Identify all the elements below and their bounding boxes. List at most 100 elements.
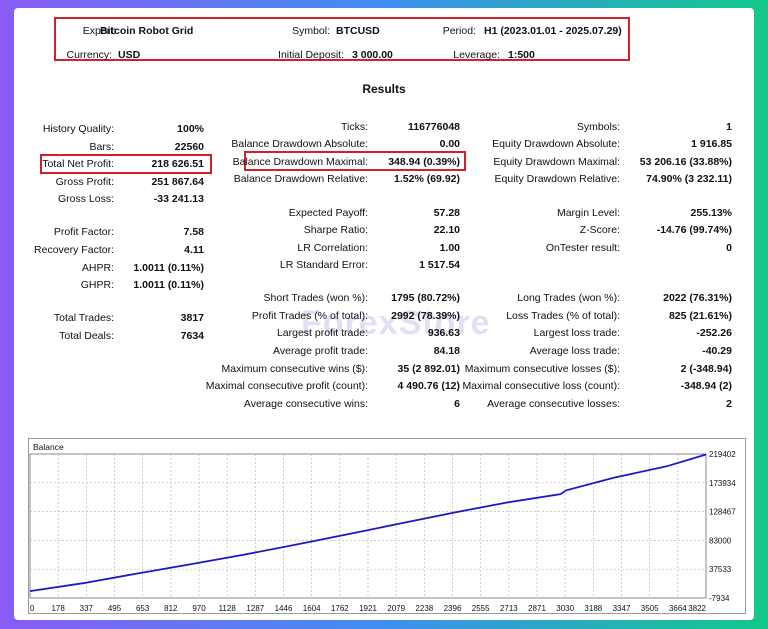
x-tick-label: 812: [164, 604, 178, 613]
stat-label: Bars:: [89, 141, 114, 153]
stat-label: Margin Level:: [556, 207, 620, 219]
x-tick-label: 2555: [472, 604, 490, 613]
stat-label: Maximal consecutive profit (count):: [205, 380, 368, 392]
stat-value: 22.10: [433, 224, 460, 236]
stat-label: AHPR:: [81, 262, 114, 274]
results-title: Results: [362, 82, 406, 96]
stat-value: 2 (-348.94): [680, 363, 732, 375]
x-tick-label: 970: [192, 604, 206, 613]
stat-value: 2992 (78.39%): [391, 310, 460, 322]
symbol-label: Symbol:: [292, 25, 330, 37]
stat-label: Average loss trade:: [529, 345, 620, 357]
period-label: Period:: [442, 25, 476, 37]
y-tick-label: 83000: [709, 536, 732, 545]
stat-value: 0: [726, 242, 732, 254]
y-tick-label: 128467: [709, 508, 736, 517]
stat-value: 251 867.64: [151, 176, 204, 188]
stat-label: Largest profit trade:: [276, 327, 368, 339]
stat-label: Balance Drawdown Relative:: [233, 173, 368, 185]
stat-value: 218 626.51: [151, 158, 204, 170]
x-tick-label: 3188: [584, 604, 602, 613]
x-tick-label: 2871: [528, 604, 546, 613]
watermark: ForexStore: [301, 304, 491, 342]
stat-label: Ticks:: [340, 121, 368, 133]
stat-value: 1.0011 (0.11%): [133, 262, 204, 274]
x-tick-label: 3030: [556, 604, 574, 613]
net-profit-highlight: [40, 154, 212, 174]
stat-label: Short Trades (won %):: [263, 292, 368, 304]
currency-value: USD: [118, 49, 141, 61]
stat-label: Equity Drawdown Relative:: [494, 173, 620, 185]
stat-label: Gross Profit:: [55, 176, 114, 188]
stat-value: 100%: [177, 123, 204, 135]
x-tick-label: 2713: [500, 604, 518, 613]
stat-value: 348.94 (0.39%): [388, 156, 460, 168]
x-tick-label: 1921: [359, 604, 377, 613]
x-tick-label: 1446: [275, 604, 293, 613]
stat-value: 3817: [180, 312, 204, 324]
leverage-label: Leverage:: [453, 49, 500, 61]
stat-value: 936.63: [427, 327, 460, 339]
stat-label: Loss Trades (% of total):: [506, 310, 620, 322]
x-tick-label: 337: [80, 604, 94, 613]
stat-value: 825 (21.61%): [668, 310, 732, 322]
stat-value: 35 (2 892.01): [397, 363, 460, 375]
stat-value: -252.26: [696, 327, 732, 339]
stat-value: 7634: [180, 330, 204, 342]
stat-label: Total Trades:: [53, 312, 114, 324]
currency-label: Currency:: [66, 49, 112, 61]
stat-label: Average consecutive losses:: [487, 398, 620, 410]
stat-label: Maximal consecutive loss (count):: [462, 380, 620, 392]
stat-value: -40.29: [702, 345, 732, 357]
stat-value: 2: [726, 398, 732, 410]
y-tick-label: 37533: [709, 565, 732, 574]
x-tick-label: 2079: [387, 604, 405, 613]
x-tick-label: 1287: [246, 604, 264, 613]
stat-value: 57.28: [433, 207, 460, 219]
stat-value: 1 517.54: [419, 259, 460, 271]
stat-label: Equity Drawdown Maximal:: [493, 156, 620, 168]
stat-value: 22560: [174, 141, 204, 153]
x-tick-label: 1128: [219, 604, 237, 613]
stat-value: 2022 (76.31%): [663, 292, 732, 304]
x-tick-label: 2396: [444, 604, 462, 613]
expert-label: Expert:: [82, 25, 116, 37]
stat-label: Sharpe Ratio:: [303, 224, 368, 236]
balance-line: [29, 453, 707, 592]
stat-value: 1: [726, 121, 732, 133]
stat-value: 74.90% (3 232.11): [646, 173, 732, 185]
stat-label: Gross Loss:: [57, 193, 114, 205]
stat-value: 255.13%: [690, 207, 732, 219]
period-value: H1 (2023.01.01 - 2025.07.29): [484, 25, 622, 37]
balance-chart-svg: Balance 0 178 337 495 653 812 970 1128 1287 1446 16…: [28, 438, 746, 614]
stat-value: 1.0011 (0.11%): [133, 279, 204, 291]
y-tick-label: 219402: [709, 450, 736, 459]
x-tick-label: 1604: [303, 604, 321, 613]
header-box: [54, 17, 630, 61]
stat-value: 7.58: [183, 226, 204, 238]
stat-value: -33 241.13: [153, 193, 204, 205]
stat-label: Total Deals:: [59, 330, 114, 342]
stat-value: 1795 (80.72%): [391, 292, 460, 304]
chart-title: Balance: [33, 442, 64, 452]
x-tick-label: 495: [108, 604, 122, 613]
stat-value: 84.18: [433, 345, 460, 357]
stat-label: History Quality:: [42, 123, 114, 135]
stat-label: Recovery Factor:: [34, 244, 114, 256]
x-tick-label: 2238: [415, 604, 433, 613]
stat-label: Expected Payoff:: [288, 207, 368, 219]
leverage-value: 1:500: [508, 49, 535, 61]
deposit-value: 3 000.00: [352, 49, 393, 61]
x-tick-label: 3347: [613, 604, 631, 613]
deposit-label: Initial Deposit:: [278, 49, 344, 61]
stat-value: 0.00: [439, 138, 460, 150]
stat-value: 1.00: [439, 242, 460, 254]
stat-label: OnTester result:: [545, 242, 620, 254]
stat-label: Balance Drawdown Maximal:: [232, 156, 368, 168]
stat-label: Average consecutive wins:: [243, 398, 368, 410]
stat-label: LR Correlation:: [297, 242, 368, 254]
stat-label: Balance Drawdown Absolute:: [231, 138, 368, 150]
stat-label: Symbols:: [576, 121, 620, 133]
y-tick-label: 173934: [709, 479, 736, 488]
stat-value: 1.52% (69.92): [394, 173, 460, 185]
